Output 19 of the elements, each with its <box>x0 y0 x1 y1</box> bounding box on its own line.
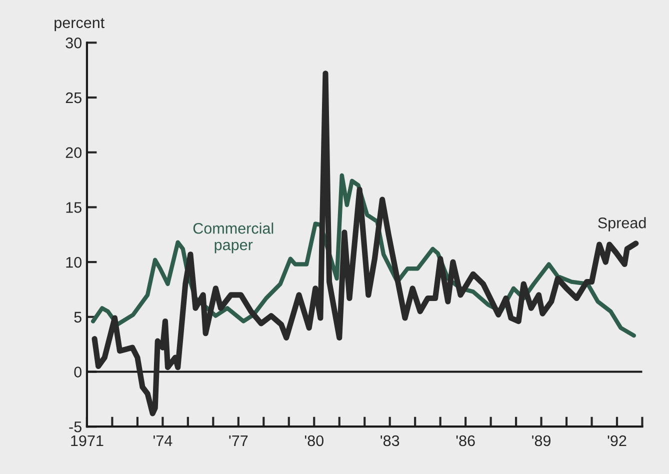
x-tick-label: 1971 <box>71 435 104 446</box>
series-label: Spread <box>598 217 646 232</box>
y-tick-label: 10 <box>66 256 82 268</box>
x-tick-label: '83 <box>380 435 400 446</box>
y-tick-label: 20 <box>66 147 82 158</box>
series-label: Commercial paper <box>193 222 274 254</box>
y-tick-label: 15 <box>66 202 82 213</box>
x-tick-label: '74 <box>154 435 172 446</box>
y-tick-label: 5 <box>74 312 82 323</box>
y-tick-label: 0 <box>74 366 82 378</box>
x-tick-label: '86 <box>456 435 475 446</box>
y-tick-label: 25 <box>66 92 82 104</box>
x-tick-label: '92 <box>608 435 626 446</box>
x-tick-label: '89 <box>532 435 551 446</box>
x-tick-label: '80 <box>304 435 324 446</box>
y-axis-title: percent <box>54 18 104 32</box>
y-tick-label: 30 <box>66 38 82 48</box>
y-tick-label: -5 <box>69 422 82 432</box>
x-tick-label: '77 <box>229 435 248 446</box>
